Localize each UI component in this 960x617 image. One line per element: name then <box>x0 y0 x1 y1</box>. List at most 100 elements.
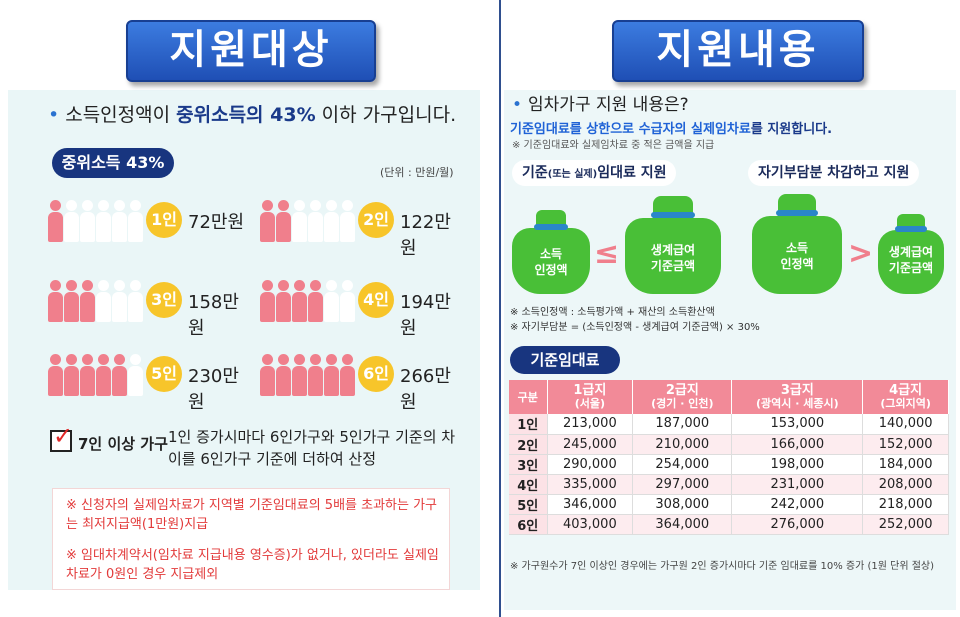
table-cell: 166,000 <box>731 434 864 455</box>
bag-income-left-icon: 소득 인정액 <box>512 210 590 294</box>
person-icon <box>112 354 127 396</box>
table-cell: 4인 <box>509 474 548 495</box>
person-icon <box>324 280 339 322</box>
table-cell: 290,000 <box>547 454 634 475</box>
grade-region: (그외지역) <box>880 397 931 410</box>
household-item: 3인 158만원 <box>48 278 248 339</box>
household-amount: 72만원 <box>188 212 245 233</box>
person-icon <box>112 280 127 322</box>
subtitle-highlight: 실제임차료 <box>691 122 751 137</box>
person-icon <box>276 200 291 242</box>
table-footnote: ※ 가구원수가 7인 이상인 경우에는 가구원 2인 증가시마다 기준 임대료를… <box>510 561 934 572</box>
person-icon <box>48 354 63 396</box>
note-exceed: ※ 신청자의 실제임차료가 지역별 기준임대료의 5배를 초과하는 가구는 최저… <box>66 498 438 532</box>
bag-income-right-icon: 소득 인정액 <box>752 194 842 294</box>
person-icon <box>260 354 275 396</box>
person-icon <box>96 354 111 396</box>
person-icon <box>128 280 143 322</box>
person-icon <box>64 354 79 396</box>
note-exclusion: ※ 임대차계약서(임차료 지급내용 영수증)가 없거나, 있더라도 실제임차료가… <box>66 548 439 582</box>
table-row: 6인 403,000 364,000 276,000 252,000 <box>509 514 949 535</box>
household-item: 4인 194만원 <box>260 278 460 339</box>
person-icon <box>340 354 355 396</box>
person-icon <box>260 200 275 242</box>
table-cell: 213,000 <box>547 414 634 435</box>
unit-label: (단위 : 만원/월) <box>380 166 454 179</box>
table-body: 1인 213,000 187,000 153,000 140,000 2인 245,000 2… <box>509 414 949 535</box>
table-row: 1인 213,000 187,000 153,000 140,000 <box>509 414 949 435</box>
notes-box <box>52 488 450 590</box>
table-cell: 231,000 <box>731 474 864 495</box>
person-icon <box>80 354 95 396</box>
household-amount: 230만원 <box>188 366 239 413</box>
left-headline: • 소득인정액이 중위소득의 43% 이하 가구입니다. <box>48 100 456 127</box>
table-cell: 198,000 <box>731 454 864 475</box>
person-icon <box>96 200 111 242</box>
household-item: 2인 122만원 <box>260 198 460 259</box>
person-icon <box>308 280 323 322</box>
definition-income: ※ 소득인정액 : 소득평가액 + 재산의 소득환산액 <box>510 307 715 318</box>
bag-livelihood-left-icon: 생계급여 기준금액 <box>625 196 721 294</box>
person-icon <box>340 200 355 242</box>
table-cell: 208,000 <box>862 474 949 495</box>
right-small-note: ※ 기준임대료와 실제임차료 중 적은 금액을 지급 <box>512 140 715 151</box>
person-icon <box>260 280 275 322</box>
table-cell: 218,000 <box>862 494 949 515</box>
base-rent-table: 구분 1급지 (서울) 2급지 (경기 · 인천) 3급지 (광역시 · 세종시) 4… <box>509 380 949 535</box>
bag-text: 소득 <box>539 247 563 261</box>
household-size-badge: 3인 <box>146 282 182 318</box>
median-income-pill: 중위소득 43% <box>52 148 174 178</box>
over7-description: 1인 증가시마다 6인가구와 5인가구 기준의 차이를 6인가구 기준에 더하여… <box>168 428 456 468</box>
table-cell: 152,000 <box>862 434 949 455</box>
table-cell: 187,000 <box>632 414 733 435</box>
checkbox-icon <box>50 430 72 452</box>
person-icon <box>292 280 307 322</box>
bag-text: 기준금액 <box>888 261 934 275</box>
table-cell: 252,000 <box>862 514 949 535</box>
person-icon <box>48 280 63 322</box>
person-icon <box>96 280 111 322</box>
person-icon <box>80 280 95 322</box>
subtitle-post: 를 지원합니다. <box>750 122 833 137</box>
table-cell: 1인 <box>509 414 548 435</box>
grade-name: 1급지 <box>573 383 607 398</box>
label1-post: 임대료 지원 <box>597 165 667 181</box>
center-divider <box>499 0 501 617</box>
person-icon <box>276 354 291 396</box>
greater-sign: > <box>848 236 874 271</box>
table-cell: 3인 <box>509 454 548 475</box>
household-amount: 158만원 <box>188 292 239 339</box>
people-icon-group <box>260 198 356 242</box>
header-category: 구분 <box>509 380 548 414</box>
household-amount: 194만원 <box>400 292 451 339</box>
people-icon-group <box>48 352 144 396</box>
people-icon-group <box>48 278 144 322</box>
header-grade-4: 4급지 (그외지역) <box>862 380 949 414</box>
people-icon-group <box>260 278 356 322</box>
household-amount: 266만원 <box>400 366 451 413</box>
right-subtitle: 기준임대료를 상한으로 수급자의 실제임차료를 지원합니다. <box>510 118 832 137</box>
grade-region: (경기 · 인천) <box>651 397 714 410</box>
grade-name: 3급지 <box>780 383 814 398</box>
table-row: 5인 346,000 308,000 242,000 218,000 <box>509 494 949 515</box>
bullet-dot-icon: • <box>48 104 60 126</box>
grade-name: 4급지 <box>889 383 923 398</box>
table-cell: 276,000 <box>731 514 864 535</box>
label-base-rent-support: 기준(또는 실제)임대료 지원 <box>512 160 677 186</box>
subtitle-pre: 기준임대료를 상한으로 수급자의 <box>510 122 692 137</box>
table-cell: 403,000 <box>547 514 634 535</box>
household-item: 5인 230만원 <box>48 352 248 413</box>
people-icon-group <box>260 352 356 396</box>
right-headline: • 임차가구 지원 내용은? <box>512 90 689 115</box>
people-icon-group <box>48 198 144 242</box>
person-icon <box>340 280 355 322</box>
banner-support-target: 지원대상 <box>126 20 376 82</box>
household-size-badge: 2인 <box>358 202 394 238</box>
label1-pre: 기준 <box>522 165 548 181</box>
bag-text: 생계급여 <box>888 245 934 259</box>
headline-highlight: 중위소득의 43% <box>176 104 316 126</box>
person-icon <box>324 200 339 242</box>
table-cell: 335,000 <box>547 474 634 495</box>
label1-small: (또는 실제) <box>547 169 598 180</box>
